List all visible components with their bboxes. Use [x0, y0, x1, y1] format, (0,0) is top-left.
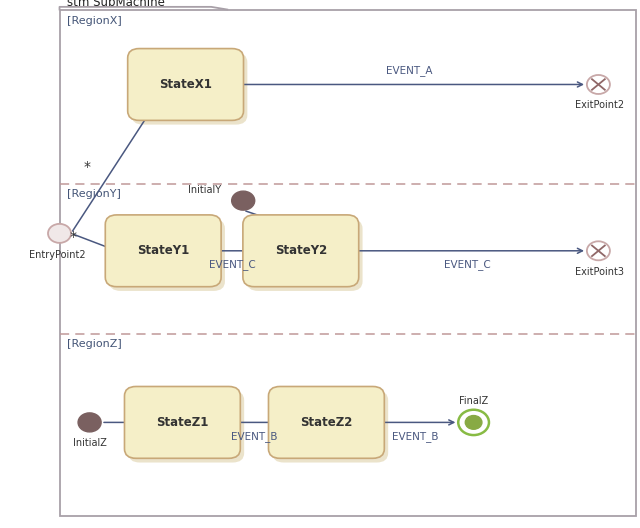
Text: [RegionY]: [RegionY]: [67, 189, 121, 199]
Text: *: *: [83, 160, 90, 174]
Circle shape: [78, 413, 101, 432]
FancyBboxPatch shape: [109, 219, 225, 291]
FancyBboxPatch shape: [128, 391, 244, 463]
Text: EntryPoint2: EntryPoint2: [29, 250, 86, 260]
FancyBboxPatch shape: [273, 391, 388, 463]
FancyBboxPatch shape: [128, 49, 243, 120]
Text: StateY1: StateY1: [137, 244, 189, 257]
FancyBboxPatch shape: [124, 386, 240, 458]
Text: EVENT_B: EVENT_B: [231, 431, 278, 442]
FancyBboxPatch shape: [105, 215, 221, 287]
Text: StateY2: StateY2: [275, 244, 327, 257]
Text: ExitPoint3: ExitPoint3: [575, 267, 624, 277]
FancyBboxPatch shape: [269, 386, 385, 458]
Circle shape: [587, 241, 610, 260]
Circle shape: [48, 224, 71, 243]
Text: StateZ2: StateZ2: [300, 416, 353, 429]
Text: EVENT_C: EVENT_C: [209, 259, 255, 270]
Circle shape: [465, 416, 482, 429]
Text: *: *: [70, 230, 77, 244]
Text: InitialY: InitialY: [188, 185, 221, 195]
Text: EVENT_B: EVENT_B: [392, 431, 439, 442]
Text: [RegionZ]: [RegionZ]: [67, 339, 122, 349]
Text: [RegionX]: [RegionX]: [67, 16, 122, 26]
Text: StateX1: StateX1: [159, 78, 212, 91]
Text: EVENT_C: EVENT_C: [444, 259, 490, 270]
Text: InitialZ: InitialZ: [73, 438, 106, 448]
Circle shape: [232, 191, 255, 210]
Circle shape: [587, 75, 610, 94]
Text: EVENT_A: EVENT_A: [386, 65, 433, 76]
Text: FinalZ: FinalZ: [459, 395, 488, 406]
FancyBboxPatch shape: [246, 219, 362, 291]
FancyBboxPatch shape: [243, 215, 359, 287]
Text: StateZ1: StateZ1: [156, 416, 209, 429]
Text: ExitPoint2: ExitPoint2: [575, 100, 624, 110]
FancyBboxPatch shape: [132, 53, 247, 125]
Text: stm SubMachine: stm SubMachine: [67, 0, 165, 9]
Circle shape: [458, 410, 489, 435]
